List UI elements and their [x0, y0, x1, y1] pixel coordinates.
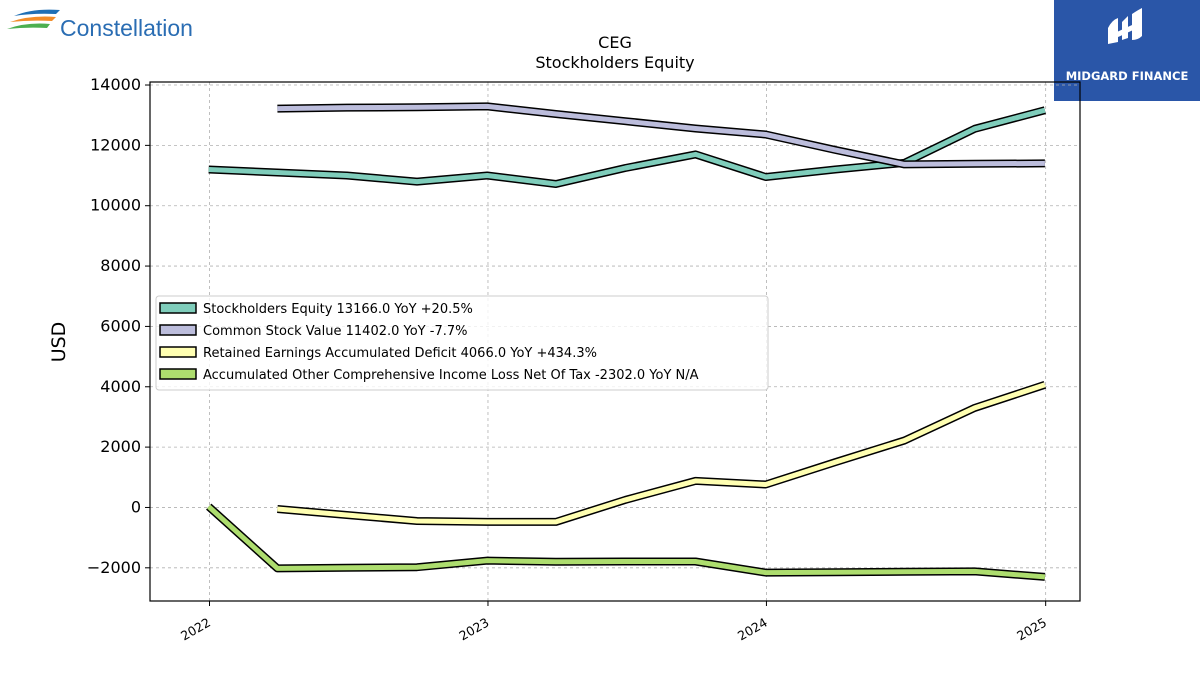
- series-line: [277, 103, 1045, 167]
- series-line: [208, 107, 1046, 187]
- legend-swatch: [159, 302, 197, 314]
- y-tick-label: 4000: [100, 377, 141, 396]
- x-tick-label: 2022: [178, 615, 213, 644]
- legend-box: [155, 295, 769, 391]
- midgard-finance-logo: MIDGARD FINANCE: [1054, 0, 1200, 101]
- x-tick-label: 2025: [1014, 615, 1049, 644]
- y-tick-label: 12000: [90, 135, 141, 154]
- plot-frame: [149, 81, 1081, 602]
- x-axis: 2022 2023 2024 2025: [178, 601, 1049, 644]
- series-retained-earnings-accumulated-deficit: [277, 381, 1047, 526]
- midgard-finance-logo-text: MIDGARD FINANCE: [1065, 69, 1189, 83]
- y-tick-label: 2000: [100, 437, 141, 456]
- midgard-emblem-icon: [1108, 8, 1142, 44]
- chart-subtitle: Stockholders Equity: [535, 53, 694, 72]
- constellation-logo: Constellation: [4, 4, 214, 44]
- y-tick-label: 0: [131, 497, 141, 516]
- series-stockholders-equity: [208, 106, 1046, 188]
- legend-swatch: [159, 368, 197, 380]
- y-tick-label: 10000: [90, 196, 141, 215]
- legend-entry: Accumulated Other Comprehensive Income L…: [203, 368, 699, 383]
- series-line: [277, 382, 1046, 525]
- legend-entry: Common Stock Value 11402.0 YoY -7.7%: [203, 324, 467, 339]
- series-line: [207, 504, 1046, 580]
- x-tick-label: 2024: [735, 615, 770, 644]
- y-tick-label: 6000: [100, 316, 141, 335]
- legend-entry: Stockholders Equity 13166.0 YoY +20.5%: [203, 302, 473, 317]
- series-accumulated-other-comprehensive-income-loss-net-of-tax: [206, 503, 1046, 581]
- y-tick-label: 8000: [100, 256, 141, 275]
- y-axis: −2000 0 2000 4000 6000 8000 10000 12000 14000: [87, 75, 150, 577]
- legend-swatch: [159, 324, 197, 336]
- y-tick-label: 14000: [90, 75, 141, 94]
- legend: Stockholders Equity 13166.0 YoY +20.5% Co…: [155, 295, 769, 391]
- y-tick-label: −2000: [87, 558, 141, 577]
- constellation-swoosh-icon: [7, 9, 60, 29]
- series-line-outline: [277, 381, 1047, 526]
- chart-title: CEG: [598, 33, 632, 52]
- constellation-logo-text: Constellation: [60, 15, 193, 41]
- series-common-stock-value: [277, 102, 1045, 169]
- series-line-outline: [277, 102, 1045, 169]
- series-lines: [206, 102, 1047, 581]
- x-tick-label: 2023: [456, 615, 491, 644]
- legend-entry: Retained Earnings Accumulated Deficit 40…: [203, 346, 597, 361]
- y-axis-label: USD: [48, 322, 70, 363]
- legend-swatch: [159, 346, 197, 358]
